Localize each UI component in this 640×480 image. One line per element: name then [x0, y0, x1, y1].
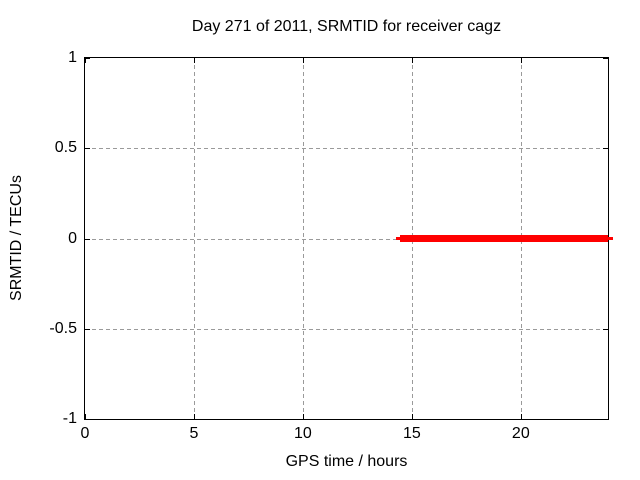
x-tick-label: 10	[294, 425, 312, 442]
grid-line-horizontal	[85, 148, 608, 150]
x-tick-label: 5	[189, 425, 199, 442]
x-axis-label: GPS time / hours	[285, 453, 408, 470]
series-line-segment	[608, 237, 613, 240]
x-tick-mark-top	[520, 58, 522, 63]
y-tick-mark-right	[603, 148, 608, 150]
grid-line-horizontal	[85, 238, 608, 240]
x-tick-mark-bottom	[193, 414, 195, 419]
y-tick-mark-left	[85, 328, 90, 330]
x-tick-mark-top	[302, 58, 304, 63]
y-tick-mark-right	[603, 58, 608, 59]
x-tick-mark-top	[193, 58, 195, 63]
y-tick-mark-left	[85, 148, 90, 150]
x-tick-mark-bottom	[520, 414, 522, 419]
y-tick-label: -0.5	[49, 319, 77, 337]
y-tick-mark-left	[85, 238, 90, 240]
y-tick-mark-left	[85, 58, 90, 59]
series-line-segment	[399, 235, 608, 242]
x-tick-label: 20	[511, 425, 530, 442]
y-tick-label: 1	[68, 49, 77, 66]
y-tick-mark-right	[603, 419, 608, 420]
x-tick-mark-bottom	[85, 414, 86, 419]
y-tick-label: -1	[62, 410, 77, 427]
series-line-layer	[85, 58, 613, 419]
x-tick-mark-bottom	[411, 414, 413, 419]
y-axis-label: SRMTID / TECUs	[8, 175, 25, 301]
plot-area	[84, 57, 613, 420]
chart-title: Day 271 of 2011, SRMTID for receiver cag…	[191, 18, 502, 35]
x-tick-mark-top	[85, 58, 86, 63]
series-line-segment	[395, 237, 400, 240]
x-tick-mark-top	[411, 58, 413, 63]
y-tick-mark-right	[603, 328, 608, 330]
y-tick-label: 0.5	[54, 139, 77, 157]
grid-line-horizontal	[85, 328, 608, 330]
x-tick-mark-bottom	[302, 414, 304, 419]
tick-marks-layer	[85, 58, 608, 420]
x-tick-label: 0	[80, 425, 90, 442]
y-tick-mark-left	[85, 419, 90, 420]
x-tick-label: 15	[402, 425, 421, 442]
